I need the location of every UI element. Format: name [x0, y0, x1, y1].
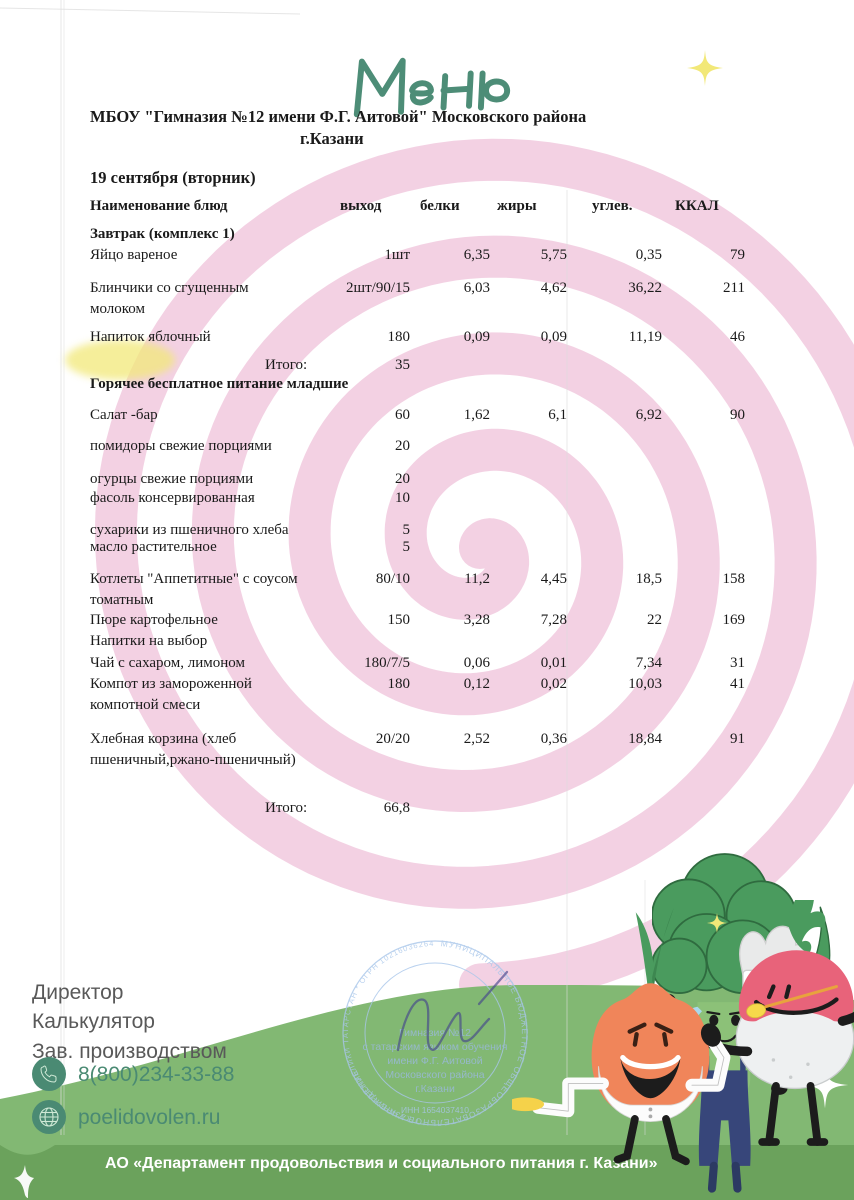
svg-text:имени Ф.Г. Аитовой: имени Ф.Г. Аитовой	[387, 1055, 482, 1067]
svg-text:Московского района: Московского района	[385, 1069, 484, 1081]
svg-text:ИНН 1654037410: ИНН 1654037410	[401, 1105, 469, 1115]
svg-text:с татарским языком обучения: с татарским языком обучения	[363, 1041, 508, 1053]
svg-text:г.Казани: г.Казани	[415, 1083, 455, 1095]
